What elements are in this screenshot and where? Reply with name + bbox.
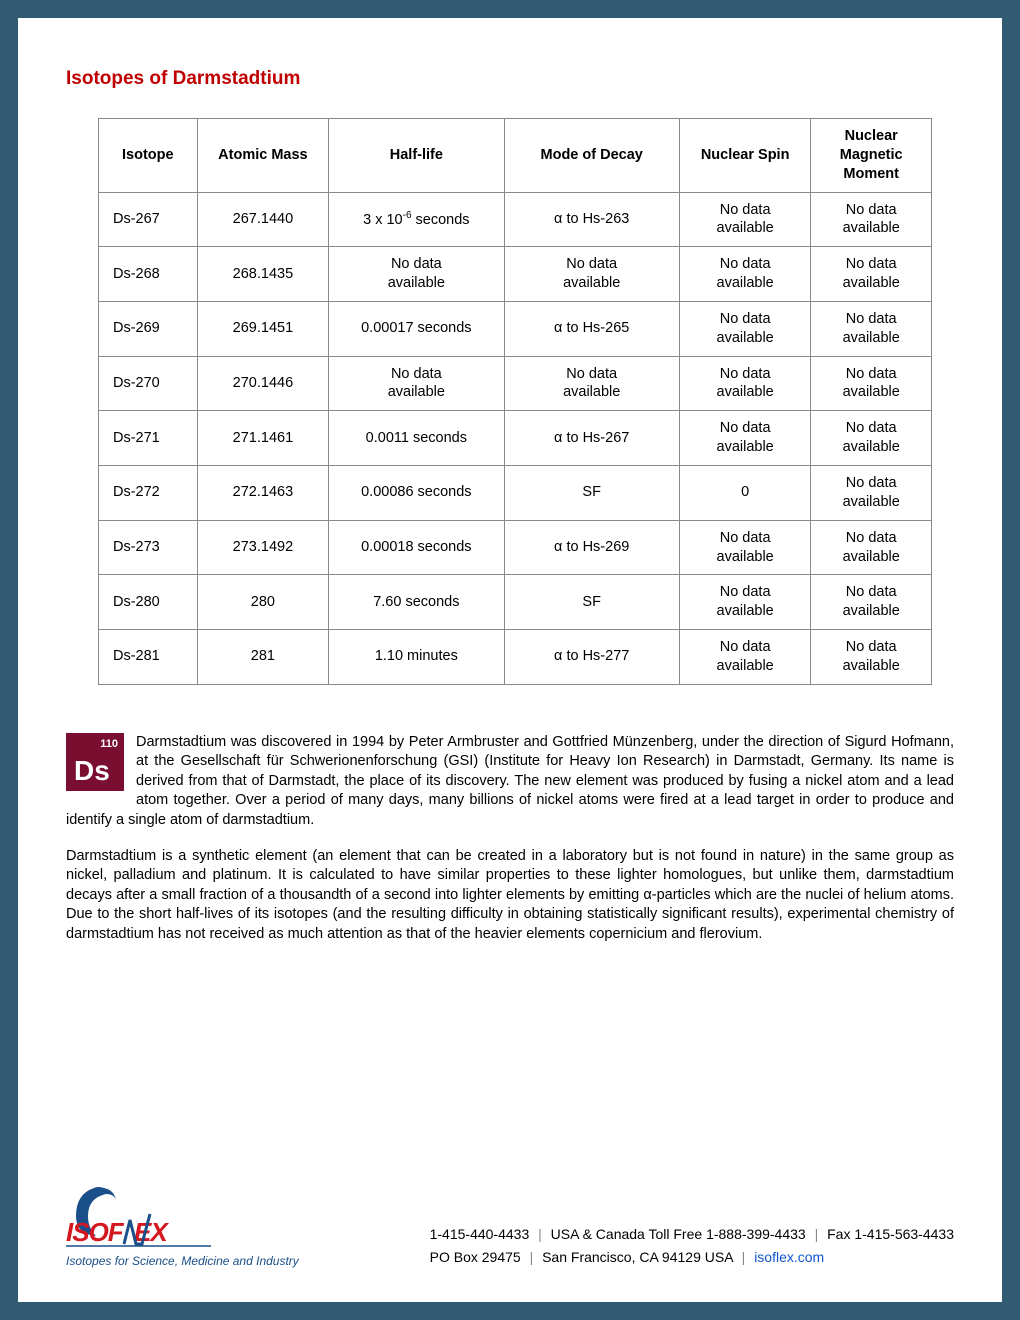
table-cell: 0.00017 seconds: [329, 301, 504, 356]
isoflex-logo: ISOF EX: [66, 1186, 211, 1256]
table-cell: 270.1446: [197, 356, 329, 411]
table-cell: No dataavailable: [679, 356, 811, 411]
table-cell: α to Hs-267: [504, 411, 679, 466]
table-cell: 267.1440: [197, 192, 329, 247]
table-cell: Ds-271: [99, 411, 198, 466]
table-cell: α to Hs-263: [504, 192, 679, 247]
table-cell: No dataavailable: [679, 192, 811, 247]
table-cell: 281: [197, 630, 329, 685]
table-cell: 0.00018 seconds: [329, 520, 504, 575]
table-cell: 269.1451: [197, 301, 329, 356]
table-cell: No dataavailable: [811, 630, 932, 685]
table-cell: 0.0011 seconds: [329, 411, 504, 466]
table-cell: No dataavailable: [679, 630, 811, 685]
table-cell: No dataavailable: [811, 301, 932, 356]
table-row: Ds-273273.14920.00018 secondsα to Hs-269…: [99, 520, 932, 575]
table-cell: α to Hs-265: [504, 301, 679, 356]
table-cell: 7.60 seconds: [329, 575, 504, 630]
header-isotope: Isotope: [99, 119, 198, 193]
header-halflife: Half-life: [329, 119, 504, 193]
table-cell: 1.10 minutes: [329, 630, 504, 685]
header-spin: Nuclear Spin: [679, 119, 811, 193]
table-cell: No dataavailable: [679, 520, 811, 575]
header-moment: Nuclear Magnetic Moment: [811, 119, 932, 193]
table-cell: No dataavailable: [504, 247, 679, 302]
table-cell: 272.1463: [197, 465, 329, 520]
table-row: Ds-272272.14630.00086 secondsSF0No dataa…: [99, 465, 932, 520]
element-symbol: Ds: [74, 757, 110, 785]
separator: |: [538, 1226, 542, 1242]
fax-label: Fax: [827, 1226, 850, 1242]
table-cell: Ds-270: [99, 356, 198, 411]
isotope-table: Isotope Atomic Mass Half-life Mode of De…: [98, 118, 932, 685]
isotope-table-wrap: Isotope Atomic Mass Half-life Mode of De…: [98, 118, 932, 685]
table-cell: α to Hs-269: [504, 520, 679, 575]
table-cell: No dataavailable: [811, 575, 932, 630]
table-cell: No dataavailable: [679, 247, 811, 302]
table-cell: No dataavailable: [504, 356, 679, 411]
table-cell: No dataavailable: [811, 520, 932, 575]
table-cell: 0.00086 seconds: [329, 465, 504, 520]
table-header-row: Isotope Atomic Mass Half-life Mode of De…: [99, 119, 932, 193]
fax: 1-415-563-4433: [854, 1226, 954, 1242]
logo-block: ISOF EX Isotopes for Science, Medicine a…: [66, 1186, 299, 1268]
table-cell: Ds-273: [99, 520, 198, 575]
table-cell: Ds-272: [99, 465, 198, 520]
table-cell: Ds-268: [99, 247, 198, 302]
table-cell: No dataavailable: [811, 356, 932, 411]
separator: |: [530, 1249, 534, 1265]
separator: |: [742, 1249, 746, 1265]
table-cell: No dataavailable: [811, 192, 932, 247]
table-cell: No dataavailable: [811, 465, 932, 520]
table-row: Ds-2812811.10 minutesα to Hs-277No dataa…: [99, 630, 932, 685]
tollfree: 1-888-399-4433: [706, 1226, 806, 1242]
table-cell: 3 x 10-6 seconds: [329, 192, 504, 247]
table-cell: 271.1461: [197, 411, 329, 466]
table-cell: No dataavailable: [329, 247, 504, 302]
separator: |: [815, 1226, 819, 1242]
table-cell: No dataavailable: [679, 575, 811, 630]
description-section: 110 Ds Darmstadtium was discovered in 19…: [66, 733, 954, 945]
footer: ISOF EX Isotopes for Science, Medicine a…: [66, 1186, 954, 1268]
table-cell: 273.1492: [197, 520, 329, 575]
table-cell: 0: [679, 465, 811, 520]
table-row: Ds-267267.14403 x 10-6 secondsα to Hs-26…: [99, 192, 932, 247]
table-cell: 268.1435: [197, 247, 329, 302]
table-cell: No dataavailable: [811, 247, 932, 302]
contact-line-1: 1-415-440-4433 | USA & Canada Toll Free …: [430, 1223, 954, 1245]
page-title: Isotopes of Darmstadtium: [66, 68, 954, 90]
address: PO Box 29475: [430, 1249, 521, 1265]
table-cell: α to Hs-277: [504, 630, 679, 685]
table-row: Ds-2802807.60 secondsSFNo dataavailableN…: [99, 575, 932, 630]
table-cell: No dataavailable: [679, 301, 811, 356]
paragraph-1: Darmstadtium was discovered in 1994 by P…: [66, 734, 954, 828]
table-row: Ds-271271.14610.0011 secondsα to Hs-267N…: [99, 411, 932, 466]
table-cell: Ds-281: [99, 630, 198, 685]
svg-text:ISOF: ISOF: [66, 1217, 125, 1247]
table-cell: SF: [504, 465, 679, 520]
table-cell: Ds-280: [99, 575, 198, 630]
table-cell: 280: [197, 575, 329, 630]
table-row: Ds-269269.14510.00017 secondsα to Hs-265…: [99, 301, 932, 356]
contact-info: 1-415-440-4433 | USA & Canada Toll Free …: [430, 1223, 954, 1268]
phone: 1-415-440-4433: [430, 1226, 530, 1242]
element-number: 110: [100, 737, 118, 752]
logo-tagline: Isotopes for Science, Medicine and Indus…: [66, 1254, 299, 1268]
table-cell: No dataavailable: [679, 411, 811, 466]
table-row: Ds-270270.1446No dataavailableNo dataava…: [99, 356, 932, 411]
table-cell: Ds-267: [99, 192, 198, 247]
table-cell: No dataavailable: [811, 411, 932, 466]
table-cell: Ds-269: [99, 301, 198, 356]
header-mass: Atomic Mass: [197, 119, 329, 193]
website-link[interactable]: isoflex.com: [754, 1249, 824, 1265]
header-decay: Mode of Decay: [504, 119, 679, 193]
table-row: Ds-268268.1435No dataavailableNo dataava…: [99, 247, 932, 302]
contact-line-2: PO Box 29475 | San Francisco, CA 94129 U…: [430, 1246, 954, 1268]
table-cell: SF: [504, 575, 679, 630]
tollfree-label: USA & Canada Toll Free: [551, 1226, 703, 1242]
city: San Francisco, CA 94129 USA: [542, 1249, 733, 1265]
element-tile: 110 Ds: [66, 733, 124, 791]
paragraph-2: Darmstadtium is a synthetic element (an …: [66, 847, 954, 945]
table-cell: No dataavailable: [329, 356, 504, 411]
